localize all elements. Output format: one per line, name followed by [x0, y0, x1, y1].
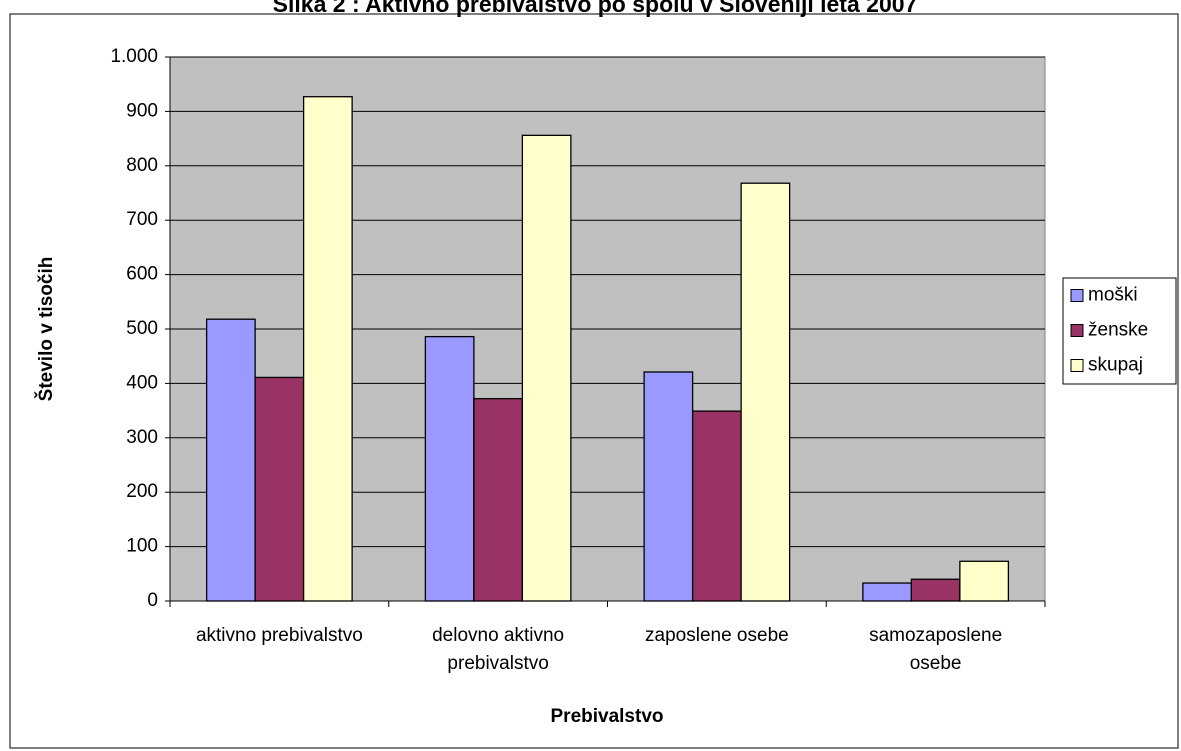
- bar: [862, 582, 913, 602]
- y-tick-label: 1.000: [110, 46, 158, 67]
- bar: [205, 318, 256, 602]
- x-axis-label: Prebivalstvo: [551, 706, 664, 727]
- legend-label: ženske: [1088, 320, 1148, 341]
- bar: [521, 134, 572, 602]
- y-tick-label: 600: [126, 264, 158, 285]
- bar: [302, 96, 353, 602]
- y-tick-label: 900: [126, 100, 158, 121]
- y-tick-label: 700: [126, 209, 158, 230]
- bar: [643, 371, 694, 602]
- bar: [254, 376, 305, 602]
- y-tick-label: 100: [126, 536, 158, 557]
- bar: [691, 410, 742, 602]
- legend-label: moški: [1088, 285, 1138, 306]
- y-tick-label: 500: [126, 318, 158, 339]
- legend-label: skupaj: [1088, 355, 1143, 376]
- x-tick-label: samozaposlene osebe: [869, 625, 1003, 674]
- bar: [910, 578, 961, 602]
- bar: [473, 397, 524, 602]
- chart-title: Slika 2 : Aktivno prebivalstvo po spolu …: [273, 0, 918, 17]
- legend-swatch: [1070, 324, 1084, 337]
- x-tick-label: delovno aktivno prebivalstvo: [432, 625, 565, 674]
- y-axis-label: Število v tisočih: [35, 257, 57, 402]
- y-tick-label: 200: [126, 481, 158, 502]
- bar: [959, 560, 1010, 602]
- bar: [424, 335, 475, 602]
- x-tick-label: aktivno prebivalstvo: [195, 625, 363, 646]
- y-tick-label: 400: [126, 372, 158, 393]
- bar: [740, 182, 791, 602]
- legend-swatch: [1070, 289, 1084, 302]
- legend-swatch: [1070, 359, 1084, 372]
- y-tick-label: 800: [126, 155, 158, 176]
- y-tick-label: 0: [147, 590, 158, 611]
- y-tick-label: 300: [126, 427, 158, 448]
- x-tick-label: zaposlene osebe: [645, 625, 789, 646]
